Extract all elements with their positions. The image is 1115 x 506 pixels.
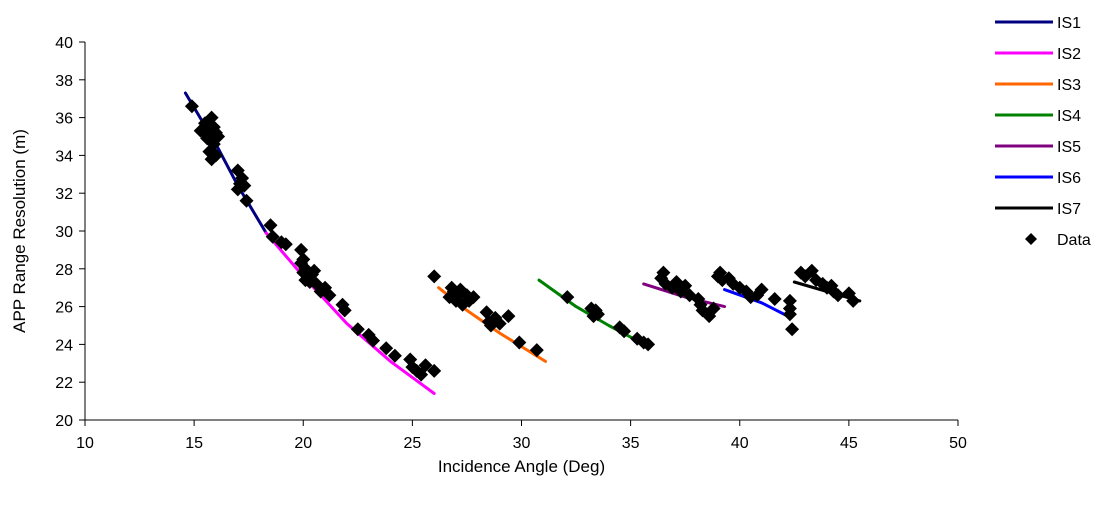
data-point <box>387 348 402 363</box>
y-tick-label: 32 <box>55 186 73 203</box>
data-point <box>265 229 280 244</box>
legend-label: IS4 <box>1057 108 1081 125</box>
data-point <box>560 290 575 305</box>
data-point <box>278 237 293 252</box>
data-point <box>418 358 433 373</box>
data-point <box>656 265 671 280</box>
data-point <box>754 282 769 297</box>
series-line-is6 <box>723 288 790 318</box>
legend-label: Data <box>1057 232 1091 249</box>
y-tick-label: 30 <box>55 224 73 241</box>
data-point <box>202 118 217 133</box>
legend-label: IS6 <box>1057 170 1081 187</box>
data-point <box>427 363 442 378</box>
x-tick-label: 10 <box>76 435 94 452</box>
y-tick-label: 40 <box>55 35 73 52</box>
y-axis: 20 22 24 26 28 30 32 34 36 38 40 <box>55 35 86 430</box>
x-tick-label: 40 <box>731 435 749 452</box>
series-line-is2 <box>264 231 436 395</box>
data-point <box>512 335 527 350</box>
data-point <box>529 343 544 358</box>
y-tick-label: 24 <box>55 337 73 354</box>
data-point <box>782 307 797 322</box>
legend-label: IS2 <box>1057 46 1081 63</box>
y-tick-label: 20 <box>55 413 73 430</box>
data-point <box>492 316 507 331</box>
data-point <box>230 182 245 197</box>
x-tick-label: 15 <box>185 435 203 452</box>
y-tick-label: 28 <box>55 262 73 279</box>
data-point <box>322 288 337 303</box>
data-point <box>337 303 352 318</box>
legend-label: IS1 <box>1057 15 1081 32</box>
legend-item-is5: IS5 <box>995 139 1081 156</box>
legend-item-is4: IS4 <box>995 108 1081 125</box>
data-point <box>366 333 381 348</box>
legend-item-is2: IS2 <box>995 46 1081 63</box>
y-tick-label: 26 <box>55 300 73 317</box>
data-markers <box>184 99 861 382</box>
data-point <box>296 252 311 267</box>
data-point <box>211 129 226 144</box>
data-point <box>263 218 278 233</box>
legend-item-is1: IS1 <box>995 15 1081 32</box>
legend-item-data: Data <box>1025 232 1091 249</box>
data-point <box>204 152 219 167</box>
legend-item-is7: IS7 <box>995 201 1081 218</box>
data-point <box>617 324 632 339</box>
data-point <box>846 293 861 308</box>
legend-label: IS3 <box>1057 77 1081 94</box>
data-point <box>200 127 215 142</box>
data-point <box>427 269 442 284</box>
x-tick-label: 25 <box>403 435 421 452</box>
y-tick-label: 36 <box>55 111 73 128</box>
data-point <box>767 292 782 306</box>
data-point <box>307 263 322 278</box>
legend: IS1 IS2 IS3 IS4 IS5 IS6 IS7 Data <box>995 15 1091 249</box>
data-point <box>590 307 605 322</box>
x-axis: 10 15 20 25 30 35 40 45 50 <box>76 419 967 452</box>
data-point <box>466 290 481 305</box>
legend-label: IS5 <box>1057 139 1081 156</box>
x-tick-label: 35 <box>622 435 640 452</box>
x-tick-label: 45 <box>840 435 858 452</box>
data-point <box>294 242 309 257</box>
legend-item-is6: IS6 <box>995 170 1081 187</box>
data-point <box>782 293 797 308</box>
data-point <box>501 309 516 324</box>
y-tick-label: 34 <box>55 148 73 165</box>
data-point <box>350 322 365 337</box>
data-point <box>706 301 721 316</box>
data-point <box>641 337 656 352</box>
legend-item-is3: IS3 <box>995 77 1081 94</box>
x-tick-label: 20 <box>294 435 312 452</box>
data-point <box>831 288 845 303</box>
x-tick-label: 30 <box>513 435 531 452</box>
data-point <box>184 99 199 114</box>
y-axis-title: APP Range Resolution (m) <box>10 129 29 333</box>
y-tick-label: 38 <box>55 73 73 90</box>
legend-marker <box>1025 233 1037 245</box>
data-point <box>785 322 800 337</box>
x-axis-title: Incidence Angle (Deg) <box>438 457 605 476</box>
data-point <box>379 341 394 356</box>
data-point <box>239 193 254 208</box>
x-tick-label: 50 <box>949 435 967 452</box>
legend-label: IS7 <box>1057 201 1081 218</box>
y-tick-label: 22 <box>55 375 73 392</box>
series-line-is1 <box>183 91 268 235</box>
data-point <box>479 305 494 320</box>
